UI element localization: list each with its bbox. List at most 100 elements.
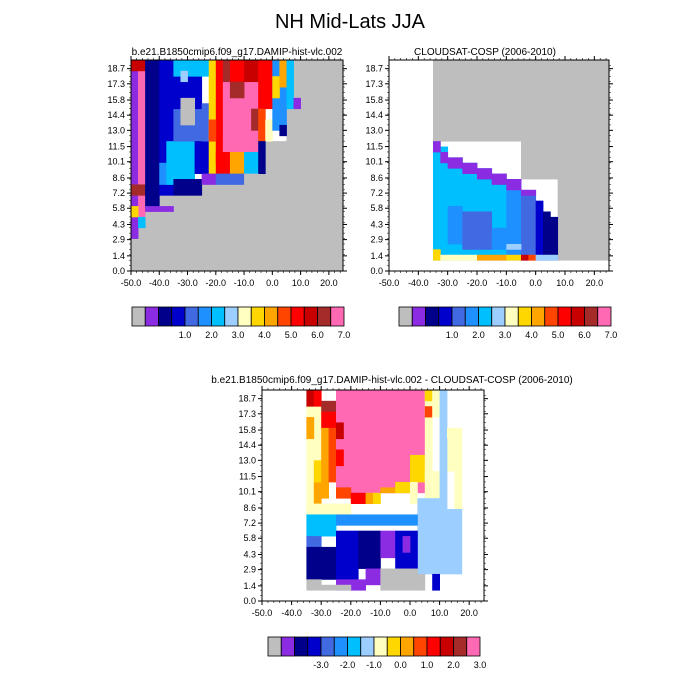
heatmap-cell	[229, 60, 245, 83]
colorbar-swatch	[544, 306, 559, 327]
heatmap-cell	[306, 390, 315, 407]
colorbar-swatch	[464, 306, 479, 327]
heatmap-cell	[138, 70, 146, 218]
y-tick-label: 10.1	[365, 157, 383, 167]
colorbar-swatch	[478, 306, 493, 327]
heatmap-cell	[328, 427, 337, 483]
y-tick-label: 2.9	[370, 235, 383, 245]
colorbar-swatch	[373, 636, 388, 657]
heatmap-cell	[306, 579, 322, 591]
colorbar-label: -2.0	[340, 660, 356, 670]
heatmap-cell	[439, 438, 448, 510]
panel-2-heatmap: -50.0 -40.0 -30.0 -20.0 -10.0 0.0 10.0 20.0 0.0 1…	[365, 56, 613, 288]
heatmap-cell	[477, 254, 507, 261]
heatmap-cell	[258, 141, 266, 175]
colorbar-label: 7.0	[605, 330, 618, 340]
colorbar-swatch	[264, 306, 279, 327]
colorbar-label: 3.0	[474, 660, 487, 670]
x-tick-label: -30.0	[311, 608, 332, 618]
y-tick-label: 18.7	[107, 64, 125, 74]
colorbar-label: 1.0	[421, 660, 434, 670]
y-tick-label: 5.8	[370, 203, 383, 213]
heatmap-cell	[521, 141, 610, 180]
colorbar-swatch	[347, 636, 362, 657]
x-tick-label: 10.0	[431, 608, 449, 618]
heatmap-cell	[528, 254, 537, 261]
heatmap-cell	[491, 227, 507, 250]
colorbar-swatch	[303, 306, 318, 327]
colorbar-swatch	[197, 306, 212, 327]
colorbar-swatch	[531, 306, 546, 327]
heatmap-cell	[417, 498, 440, 575]
heatmap-cell	[440, 254, 478, 261]
heatmap-cell	[521, 189, 537, 261]
y-tick-label: 13.0	[238, 455, 256, 465]
heatmap-cell	[417, 573, 426, 591]
y-tick-label: 0.0	[112, 266, 125, 276]
heatmap-cell	[180, 70, 188, 83]
y-tick-label: 0.0	[243, 596, 256, 606]
x-tick-label: -40.0	[281, 608, 302, 618]
colorbar-swatch	[267, 636, 282, 657]
colorbar-swatch	[237, 306, 252, 327]
y-tick-label: 1.4	[112, 251, 125, 261]
heatmap-cell	[336, 422, 344, 440]
heatmap-cell	[166, 141, 195, 185]
colorbar-swatch	[171, 306, 186, 327]
panel-2-title: CLOUDSAT-COSP (2006-2010)	[414, 47, 556, 58]
heatmap-cell	[173, 195, 344, 272]
heatmap-cell	[402, 536, 411, 553]
heatmap-cell	[557, 179, 610, 261]
y-tick-label: 14.4	[365, 110, 383, 120]
y-tick-label: 4.3	[112, 219, 125, 229]
panel-1-title: b.e21.B1850cmip6.f09_g17.DAMIP-hist-vlc.…	[132, 47, 343, 58]
heatmap-cell	[306, 546, 337, 580]
panel-2-colorbar: 1.0 2.0 3.0 4.0 5.0 6.0 7.0	[398, 306, 618, 340]
y-tick-label: 7.2	[112, 188, 125, 198]
heatmap-cell	[439, 390, 448, 440]
heatmap-cell	[306, 536, 322, 548]
heatmap-cell	[506, 179, 522, 191]
colorbar-label: -3.0	[313, 660, 329, 670]
heatmap-cell	[222, 60, 231, 83]
colorbar-swatch	[224, 306, 239, 327]
x-tick-label: -30.0	[177, 278, 198, 288]
y-tick-label: 4.3	[243, 549, 256, 559]
x-tick-label: -10.0	[370, 608, 391, 618]
heatmap-cell	[336, 514, 418, 526]
colorbar-swatch	[466, 636, 481, 657]
heatmap-cell	[145, 60, 160, 207]
heatmap-cell	[380, 530, 396, 559]
colorbar-swatch	[570, 306, 585, 327]
heatmap-cell	[321, 584, 352, 591]
heatmap-cell	[395, 481, 411, 494]
plot-frame	[130, 59, 344, 272]
heatmap-cell	[462, 211, 493, 250]
y-tick-label: 11.5	[239, 472, 256, 482]
colorbar-swatch	[250, 306, 265, 327]
colorbar-swatch	[360, 636, 375, 657]
colorbar-label: 3.0	[232, 330, 245, 340]
heatmap-cell	[180, 97, 195, 126]
heatmap-cell	[201, 184, 259, 196]
heatmap-cell	[229, 81, 245, 99]
heatmap-cell	[306, 514, 337, 537]
colorbar-swatch	[280, 636, 295, 657]
heatmap-cell	[265, 119, 273, 142]
heatmap-cell	[173, 60, 210, 77]
heatmap-cell	[433, 146, 449, 261]
colorbar-label: -1.0	[366, 660, 382, 670]
colorbar-swatch	[400, 636, 415, 657]
colorbar-swatch	[386, 636, 401, 657]
plot-frame	[388, 59, 610, 272]
heatmap-cell	[244, 151, 259, 175]
heatmap-cell	[244, 173, 259, 185]
colorbar-label: 1.0	[446, 330, 459, 340]
heatmap-cell	[321, 411, 337, 429]
heatmap-cell	[433, 141, 441, 153]
heatmap-cell	[535, 254, 559, 261]
y-tick-label: 17.3	[107, 79, 125, 89]
heatmap-cell	[173, 179, 203, 196]
heatmap-cell	[439, 509, 463, 575]
